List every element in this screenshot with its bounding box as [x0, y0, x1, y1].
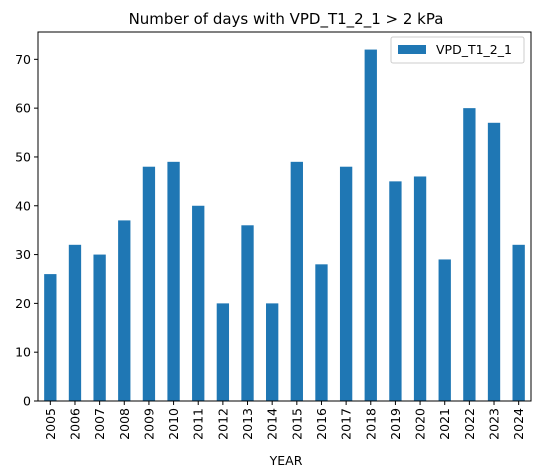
bar-2008: [118, 220, 131, 401]
y-tick-label: 20: [15, 296, 31, 311]
bar-2011: [192, 205, 205, 401]
bar-2021: [438, 259, 451, 401]
x-tick-label: 2020: [413, 408, 428, 440]
x-tick-label: 2008: [117, 408, 132, 440]
legend-swatch: [398, 45, 426, 54]
x-tick-label: 2022: [462, 408, 477, 440]
bar-2017: [339, 166, 353, 401]
chart-title: Number of days with VPD_T1_2_1 > 2 kPa: [129, 10, 444, 29]
x-axis-label: YEAR: [269, 453, 303, 468]
bar-2013: [241, 225, 254, 401]
legend-box: [390, 36, 525, 64]
bar-2024: [512, 244, 525, 401]
x-tick-label: 2012: [215, 408, 230, 440]
bar-2023: [487, 122, 501, 401]
y-tick-label: 0: [23, 394, 31, 409]
bar-2012: [216, 303, 230, 401]
bar-2016: [315, 264, 328, 401]
bar-2019: [389, 181, 402, 401]
x-tick-label: 2016: [314, 408, 329, 440]
x-tick-label: 2018: [363, 408, 378, 440]
x-tick-label: 2014: [265, 408, 280, 440]
x-axis: 2005 2006 2007 2008 2009 2010 2011 2012 2013 2014…: [43, 401, 526, 440]
x-tick-label: 2009: [141, 408, 156, 440]
bar-2010: [167, 161, 180, 401]
x-tick-label: 2006: [67, 408, 82, 440]
bar-2018: [364, 49, 377, 401]
bar-2022: [463, 108, 476, 401]
legend-label: VPD_T1_2_1: [436, 42, 512, 57]
bar-2015: [290, 161, 303, 401]
y-tick-label: 40: [15, 198, 31, 213]
x-tick-label: 2010: [166, 408, 181, 440]
y-tick-label: 10: [15, 345, 31, 360]
bar-2007: [93, 254, 106, 401]
bar-2005: [44, 274, 57, 401]
plot-frame: [37, 31, 532, 402]
x-tick-label: 2023: [487, 408, 502, 440]
bar-2009: [142, 166, 156, 401]
x-tick-label: 2013: [240, 408, 255, 440]
bars-group: [44, 49, 525, 401]
y-tick-label: 70: [15, 52, 31, 67]
x-tick-label: 2017: [339, 408, 354, 440]
bar-2020: [413, 176, 427, 401]
y-tick-label: 30: [15, 247, 31, 262]
x-tick-label: 2024: [511, 408, 526, 440]
x-tick-label: 2005: [43, 408, 58, 440]
x-tick-label: 2007: [92, 408, 107, 440]
y-tick-label: 50: [15, 149, 31, 164]
x-tick-label: 2015: [289, 408, 304, 440]
bar-2006: [68, 244, 82, 401]
x-tick-label: 2019: [388, 408, 403, 440]
x-tick-label: 2011: [191, 408, 206, 440]
bar-2014: [266, 303, 279, 401]
x-tick-label: 2021: [437, 408, 452, 440]
legend: VPD_T1_2_1: [390, 36, 525, 64]
y-tick-label: 60: [15, 101, 31, 116]
y-axis: 0 10 20 30 40 50 60 70: [15, 52, 38, 409]
